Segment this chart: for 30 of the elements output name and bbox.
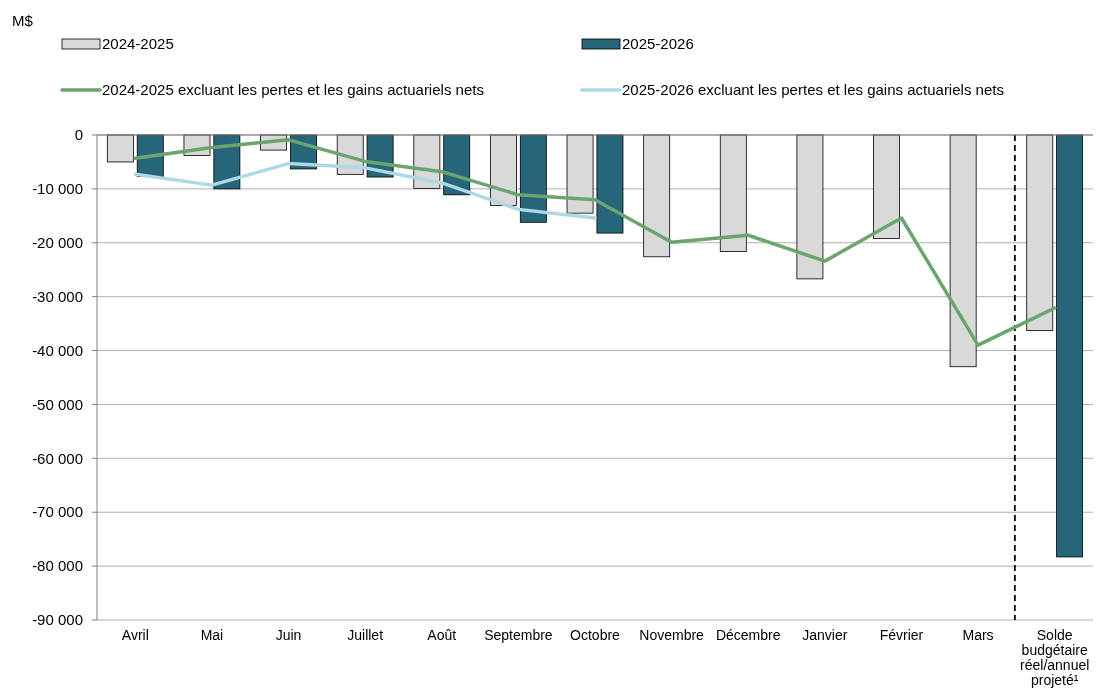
legend-label: 2025-2026 excluant les pertes et les gains actuariels nets xyxy=(622,81,1004,98)
x-tick-label: Solde budgétaire réel/annuel projeté¹ xyxy=(1020,627,1090,688)
y-tick-label: -90 000 xyxy=(32,611,83,629)
x-tick-label: Septembre xyxy=(484,627,553,643)
x-tick-label: Juin xyxy=(275,627,302,643)
x-tick-label: Novembre xyxy=(639,627,705,643)
x-tick-label: Février xyxy=(879,627,924,643)
line-series xyxy=(133,161,597,220)
legend-label: 2025-2026 xyxy=(622,35,694,52)
y-tick-label: -50 000 xyxy=(32,395,83,413)
y-tick-label: -10 000 xyxy=(32,180,83,198)
x-tick-label: Avril xyxy=(121,627,149,643)
y-tick-label: 0 xyxy=(74,126,83,144)
x-tick-label: Janvier xyxy=(802,627,848,643)
x-tick-label: Août xyxy=(427,627,457,643)
y-tick-label: -30 000 xyxy=(32,287,83,305)
x-tick-label: Mai xyxy=(200,627,224,643)
x-tick-label: Mars xyxy=(962,627,994,643)
y-tick-label: -40 000 xyxy=(32,341,83,359)
legend-label: 2024-2025 excluant les pertes et les gains actuariels nets xyxy=(102,81,484,98)
x-tick-label: Juillet xyxy=(347,627,384,643)
line-series xyxy=(133,138,1057,347)
y-tick-label: -80 000 xyxy=(32,557,83,575)
x-tick-label: Octobre xyxy=(570,627,621,643)
y-tick-label: -60 000 xyxy=(32,449,83,467)
y-tick-label: -70 000 xyxy=(32,503,83,521)
x-tick-label: Décembre xyxy=(715,627,781,643)
legend-label: 2024-2025 xyxy=(102,35,174,52)
text: M$ xyxy=(12,12,34,29)
y-tick-label: -20 000 xyxy=(32,234,83,252)
